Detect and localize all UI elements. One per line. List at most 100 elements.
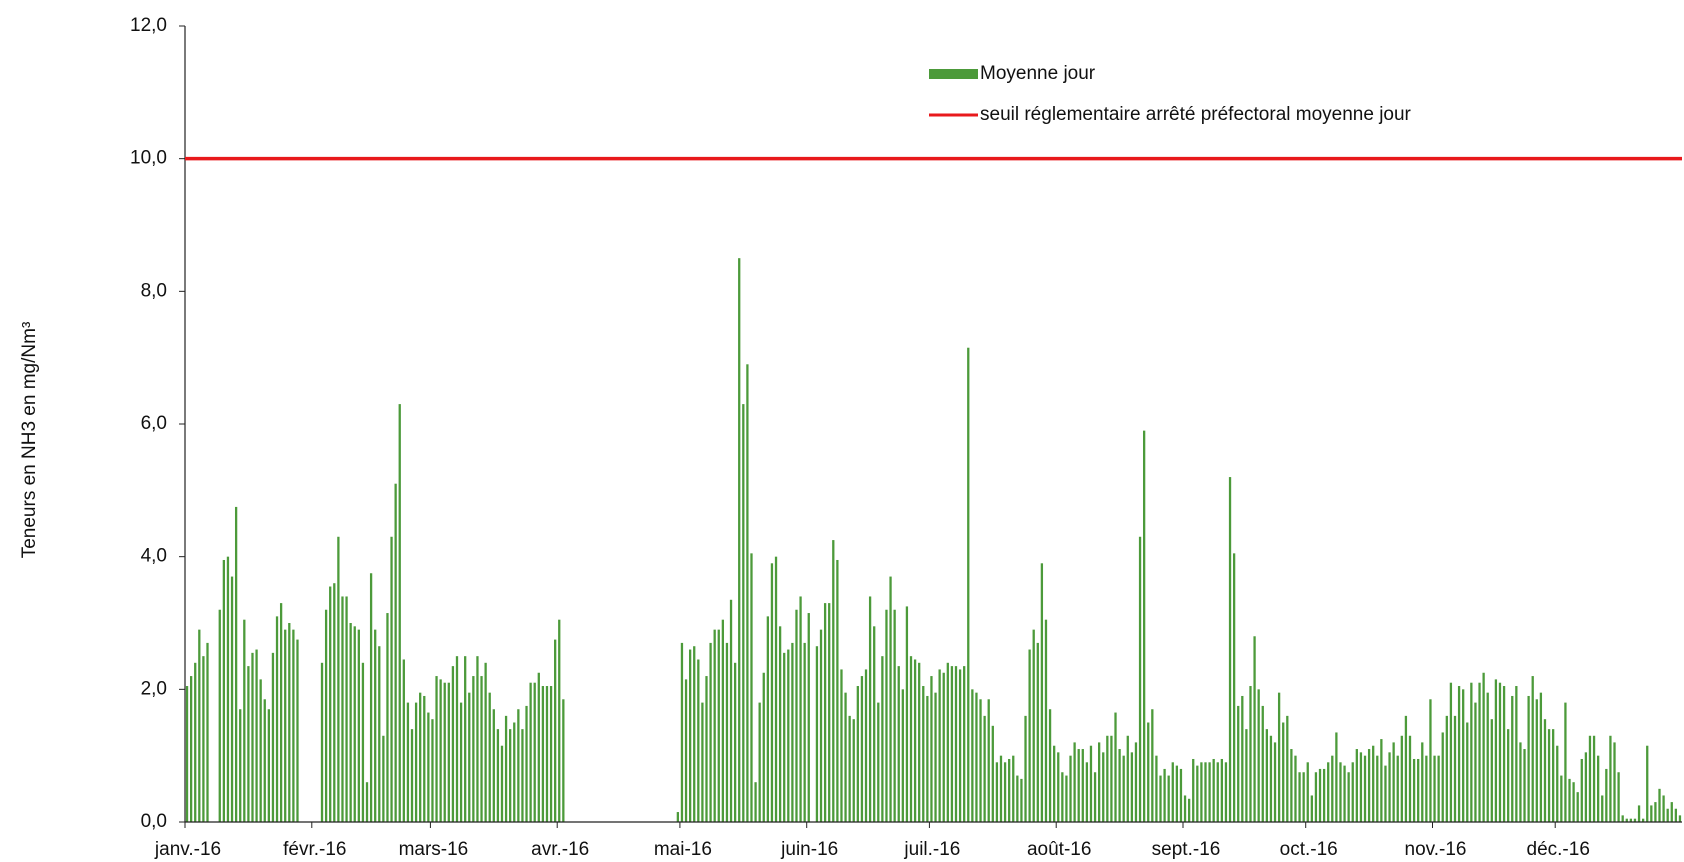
bar <box>1392 742 1395 822</box>
bar <box>1462 689 1465 822</box>
bar <box>1089 745 1093 822</box>
bar <box>1306 762 1309 822</box>
bar <box>1343 765 1346 822</box>
bar <box>443 682 446 822</box>
bar <box>1592 735 1596 822</box>
bar <box>1024 715 1027 822</box>
bar <box>1674 808 1678 822</box>
x-tick-label: juin-16 <box>780 839 838 860</box>
bar <box>1216 762 1219 822</box>
bar <box>799 596 802 822</box>
bar <box>279 603 283 822</box>
bar <box>1543 719 1547 822</box>
bar <box>1355 749 1358 822</box>
bar <box>1449 682 1453 822</box>
bar <box>1269 735 1273 822</box>
bar <box>803 642 806 822</box>
bar <box>378 646 381 822</box>
bar <box>1016 775 1019 822</box>
bar <box>558 619 561 822</box>
bar <box>406 702 410 822</box>
bar <box>778 626 782 822</box>
y-tick-label: 4,0 <box>141 546 167 567</box>
bar <box>1257 689 1260 822</box>
bar <box>1396 755 1399 822</box>
bar <box>1012 755 1015 822</box>
bar <box>1621 815 1624 822</box>
bar <box>1187 798 1191 822</box>
bar <box>288 623 291 822</box>
bar <box>1003 762 1007 822</box>
bar <box>1564 702 1567 822</box>
bar <box>394 483 397 822</box>
bar <box>1637 805 1641 822</box>
bar <box>1020 778 1023 822</box>
bar <box>922 686 925 822</box>
bar <box>1376 755 1379 822</box>
bar <box>893 609 896 822</box>
bar <box>1412 758 1416 822</box>
bar <box>819 629 823 822</box>
bar <box>1605 768 1608 822</box>
bar <box>950 666 954 822</box>
bar <box>427 712 430 822</box>
bar <box>823 603 827 822</box>
bar <box>713 629 716 822</box>
bar <box>472 676 475 822</box>
x-tick-label: nov.-16 <box>1405 839 1467 860</box>
bar <box>1597 755 1600 822</box>
bar <box>1183 795 1187 822</box>
bar <box>1085 762 1089 822</box>
bar <box>1515 686 1518 822</box>
bar <box>492 709 495 822</box>
bar <box>1662 795 1665 822</box>
bar <box>1678 815 1682 822</box>
bar <box>868 596 872 822</box>
bar <box>1253 636 1256 822</box>
bar <box>746 364 749 822</box>
bar <box>987 699 990 822</box>
bar <box>860 676 864 822</box>
x-tick-label: juil.-16 <box>903 839 960 860</box>
bar <box>721 619 725 822</box>
bar <box>1155 755 1158 822</box>
bar <box>402 659 405 822</box>
bar <box>1654 802 1657 822</box>
bar <box>1457 686 1461 822</box>
bar <box>1298 772 1301 822</box>
bar <box>729 599 733 822</box>
bar <box>251 652 254 822</box>
bar <box>701 702 704 822</box>
bar <box>913 659 917 822</box>
x-tick-label: sept.-16 <box>1152 839 1221 860</box>
bar <box>795 609 798 822</box>
bar <box>1502 686 1506 822</box>
bar <box>975 692 978 822</box>
bar <box>725 642 729 822</box>
bar <box>259 679 262 822</box>
bar <box>758 702 761 822</box>
bar <box>345 596 348 822</box>
bar <box>562 699 565 822</box>
bar <box>1523 749 1526 822</box>
bar <box>1617 772 1620 822</box>
bar <box>329 586 332 822</box>
bar <box>1126 735 1129 822</box>
bar <box>1437 755 1440 822</box>
bar <box>864 669 868 822</box>
bar <box>545 686 549 822</box>
bar <box>1490 719 1493 822</box>
bar <box>738 258 741 823</box>
bar <box>194 662 197 822</box>
bar <box>521 729 524 822</box>
bar <box>1641 818 1645 822</box>
bar <box>1425 755 1428 822</box>
bar <box>1220 758 1224 822</box>
bar <box>468 692 471 822</box>
bar <box>1134 742 1138 822</box>
x-tick-label: déc.-16 <box>1527 839 1590 860</box>
bar <box>1584 752 1588 822</box>
bar <box>1314 772 1318 822</box>
bar <box>423 695 426 822</box>
bar <box>1122 755 1125 822</box>
